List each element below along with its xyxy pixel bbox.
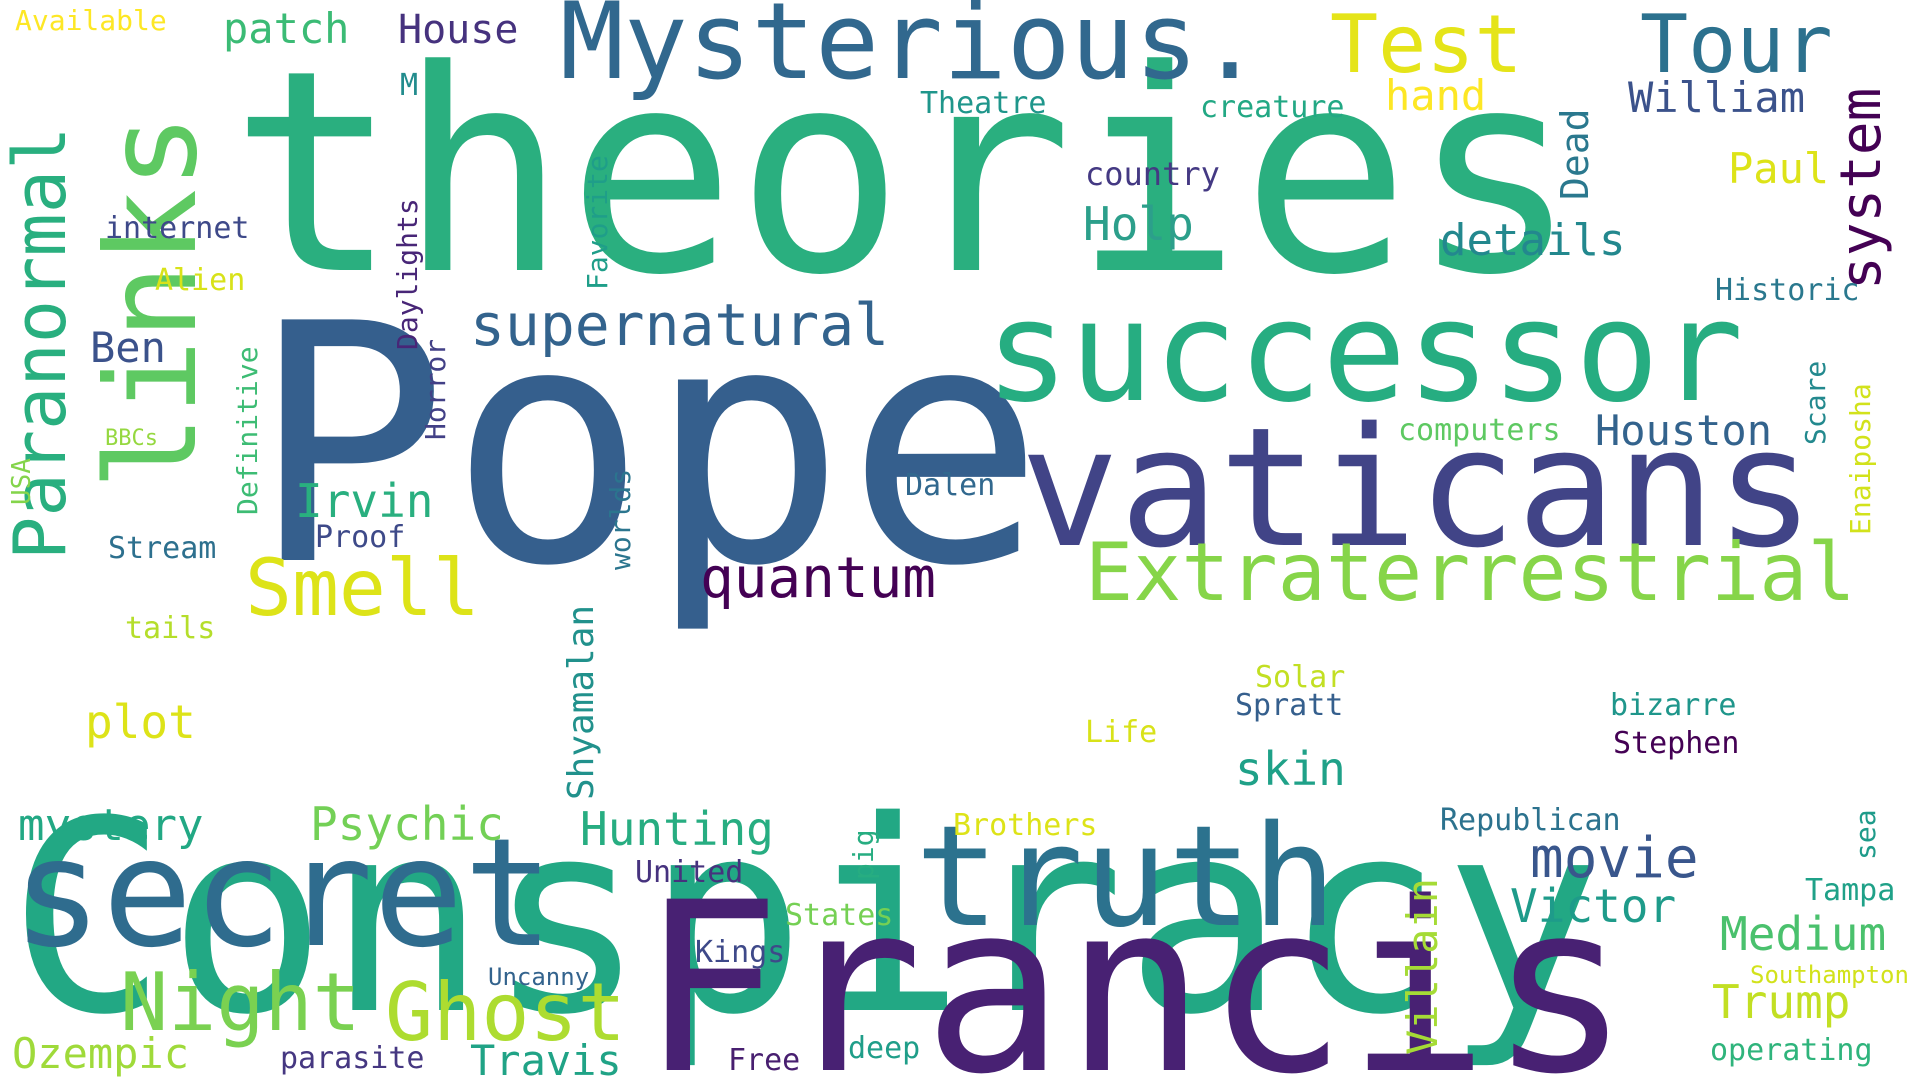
word-states: States: [785, 898, 893, 933]
word-tour: Tour: [1640, 0, 1833, 91]
word-paranormal: Paranormal: [0, 127, 82, 560]
word-house: House: [398, 7, 518, 53]
word-brothers: Brothers: [953, 808, 1098, 843]
word-bizarre: bizarre: [1610, 688, 1736, 723]
word-francis: Francis: [640, 853, 1630, 1080]
word-alien: Alien: [155, 263, 245, 298]
word-proof: Proof: [315, 520, 405, 555]
word-dead: Dead: [1553, 108, 1597, 200]
word-historic: Historic: [1715, 273, 1860, 308]
word-villain: Villain: [1398, 878, 1447, 1055]
word-mystery: mystery: [18, 800, 203, 851]
word-medium: Medium: [1720, 907, 1886, 961]
word-travis: Travis: [470, 1036, 622, 1080]
word-scare: Scare: [1799, 361, 1832, 445]
word-country: country: [1085, 155, 1220, 193]
word-smell: Smell: [245, 544, 480, 634]
word-spratt: Spratt: [1235, 688, 1343, 723]
word-victor: Victor: [1510, 879, 1676, 933]
word-horror: Horror: [419, 339, 452, 440]
word-patch: patch: [223, 4, 349, 53]
word-links: links: [80, 114, 225, 490]
word-psychic: Psychic: [310, 797, 504, 851]
word-william: William: [1628, 73, 1805, 122]
word-details: details: [1440, 215, 1625, 266]
word-computers: computers: [1398, 413, 1561, 448]
word-ben: Ben: [90, 323, 166, 372]
word-sea: sea: [1849, 809, 1882, 860]
word-holp: Holp: [1083, 197, 1194, 251]
word-ghost: Ghost: [385, 966, 626, 1059]
word-system: system: [1829, 88, 1894, 290]
word-uncanny: Uncanny: [488, 963, 589, 991]
word-night: Night: [120, 956, 361, 1049]
word-creature: creature: [1200, 90, 1345, 125]
word-daylights: Daylights: [391, 198, 424, 350]
word-united: United: [635, 855, 743, 890]
word-definitive: Definitive: [231, 346, 264, 515]
word-republican: Republican: [1440, 803, 1621, 838]
word-conspiracy: Conspiracy: [8, 765, 1603, 1073]
word-mysterious: Mysterious.: [560, 0, 1262, 103]
word-hand: hand: [1385, 71, 1486, 120]
word-truth: truth: [915, 796, 1336, 959]
word-deep: deep: [848, 1031, 920, 1066]
word-free: Free: [728, 1043, 800, 1078]
word-stephen: Stephen: [1613, 726, 1739, 761]
word-pope: Pope: [250, 254, 1045, 638]
word-favorite: Favorite: [581, 155, 614, 290]
word-movie: movie: [1530, 826, 1699, 891]
word-enaiposha: Enaiposha: [1844, 383, 1877, 535]
word-vaticans: vaticans: [1020, 392, 1815, 584]
word-theatre: Theatre: [920, 86, 1046, 121]
word-ozempic: Ozempic: [12, 1029, 189, 1078]
word-trump: Trump: [1712, 975, 1850, 1029]
word-available: Available: [15, 4, 167, 37]
word-shyamalan: Shyamalan: [561, 605, 602, 800]
word-houston: Houston: [1595, 406, 1772, 455]
word-secret: secret: [12, 807, 554, 981]
word-parasite: parasite: [280, 1041, 425, 1076]
word-tampa: Tampa: [1805, 873, 1895, 908]
word-southampton: Southampton: [1750, 961, 1909, 989]
word-stream: Stream: [108, 531, 216, 566]
word-extraterrestrial: Extraterrestrial: [1085, 526, 1856, 619]
word-quantum: quantum: [700, 546, 936, 611]
word-paul: Paul: [1728, 144, 1829, 193]
word-dalen: Dalen: [905, 468, 995, 503]
word-successor: successor: [985, 271, 1744, 434]
word-worlds: worlds: [604, 469, 637, 570]
word-life: Life: [1085, 715, 1157, 750]
word-kings: Kings: [695, 935, 785, 970]
word-pig: pig: [847, 829, 880, 880]
word-bbcs: BBCs: [105, 426, 158, 451]
word-theories: theories: [230, 11, 1579, 337]
word-operating: operating: [1710, 1033, 1873, 1068]
word-tails: tails: [125, 611, 215, 646]
word-usa: USA: [7, 458, 37, 505]
word-supernatural: supernatural: [470, 291, 889, 359]
word-internet: internet: [105, 211, 250, 246]
word-solar: Solar: [1255, 660, 1345, 695]
word-m: M: [400, 68, 418, 103]
word-skin: skin: [1235, 742, 1346, 796]
word-irvin: Irvin: [295, 474, 433, 528]
word-test: Test: [1330, 0, 1523, 91]
word-hunting: Hunting: [580, 802, 774, 856]
word-plot: plot: [85, 695, 196, 749]
